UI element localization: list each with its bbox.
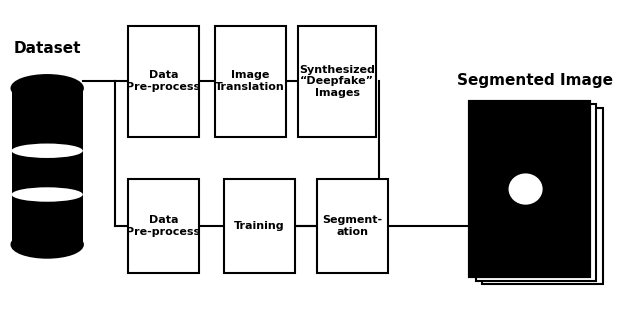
FancyBboxPatch shape: [298, 26, 376, 137]
Text: Data
Pre-process: Data Pre-process: [126, 70, 200, 92]
Ellipse shape: [509, 173, 543, 205]
Text: Segment-
ation: Segment- ation: [322, 215, 382, 236]
Ellipse shape: [11, 143, 83, 158]
FancyBboxPatch shape: [469, 101, 590, 277]
FancyBboxPatch shape: [128, 26, 199, 137]
FancyBboxPatch shape: [482, 108, 604, 284]
Ellipse shape: [11, 187, 83, 202]
FancyBboxPatch shape: [224, 179, 295, 273]
FancyBboxPatch shape: [469, 101, 590, 277]
FancyBboxPatch shape: [128, 179, 199, 273]
Text: Dataset: Dataset: [13, 41, 81, 56]
Ellipse shape: [11, 75, 83, 101]
FancyBboxPatch shape: [317, 179, 388, 273]
Ellipse shape: [11, 231, 83, 258]
Text: Synthesized
“Deepfake”
Images: Synthesized “Deepfake” Images: [299, 65, 375, 98]
Text: Training: Training: [234, 221, 285, 231]
Text: Data
Pre-process: Data Pre-process: [126, 215, 200, 236]
Text: Image
Translation: Image Translation: [216, 70, 285, 92]
FancyBboxPatch shape: [476, 104, 597, 281]
FancyBboxPatch shape: [11, 88, 83, 245]
FancyBboxPatch shape: [215, 26, 286, 137]
Text: Segmented Image: Segmented Image: [458, 73, 614, 88]
